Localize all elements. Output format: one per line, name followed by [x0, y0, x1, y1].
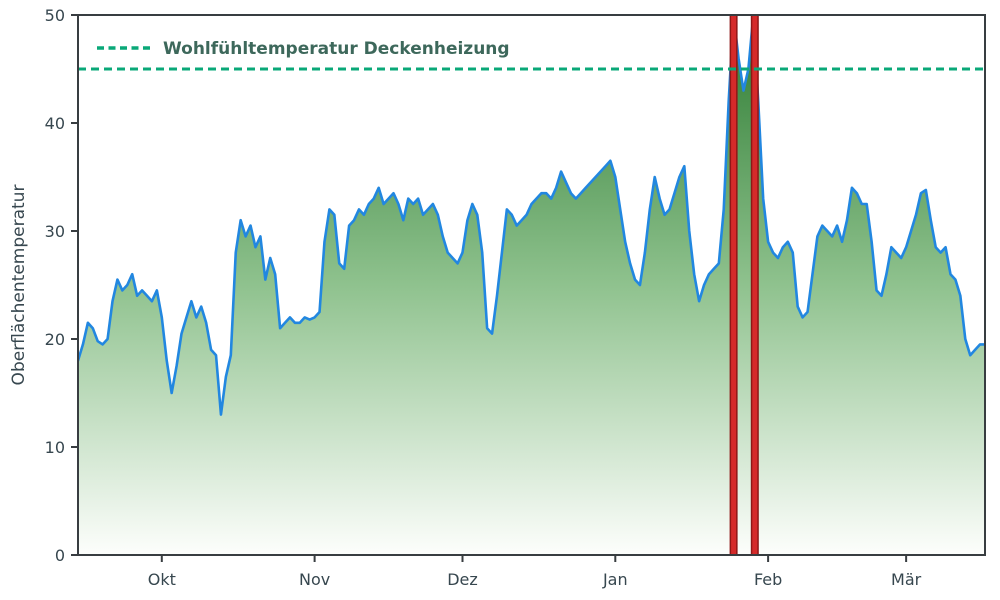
x-tick-label: Dez: [447, 570, 478, 589]
y-tick-label: 0: [55, 546, 65, 565]
y-tick-label: 10: [45, 438, 65, 457]
event-bars: [729, 15, 759, 555]
x-tick-label: Jan: [602, 570, 628, 589]
temperature-line: [78, 15, 985, 416]
plot-border: [77, 14, 986, 556]
y-tick-label: 40: [45, 114, 65, 133]
y-axis-title: Oberflächentemperatur: [9, 185, 29, 386]
x-tick-label: Nov: [299, 570, 330, 589]
x-tick-label: Feb: [754, 570, 782, 589]
event-bar: [729, 15, 738, 555]
legend: Wohlfühltemperatur Deckenheizung: [97, 39, 510, 59]
x-tick-label: Okt: [148, 570, 176, 589]
event-bar: [750, 15, 759, 555]
y-tick-label: 20: [45, 330, 65, 349]
legend-label: Wohlfühltemperatur Deckenheizung: [163, 39, 510, 59]
y-tick-label: 50: [45, 6, 65, 25]
y-tick-label: 30: [45, 222, 65, 241]
x-axis: Okt Nov Dez Jan Feb Mär: [148, 555, 922, 589]
y-axis: 0 10 20 30 40 50: [45, 6, 78, 565]
x-tick-label: Mär: [891, 570, 922, 589]
